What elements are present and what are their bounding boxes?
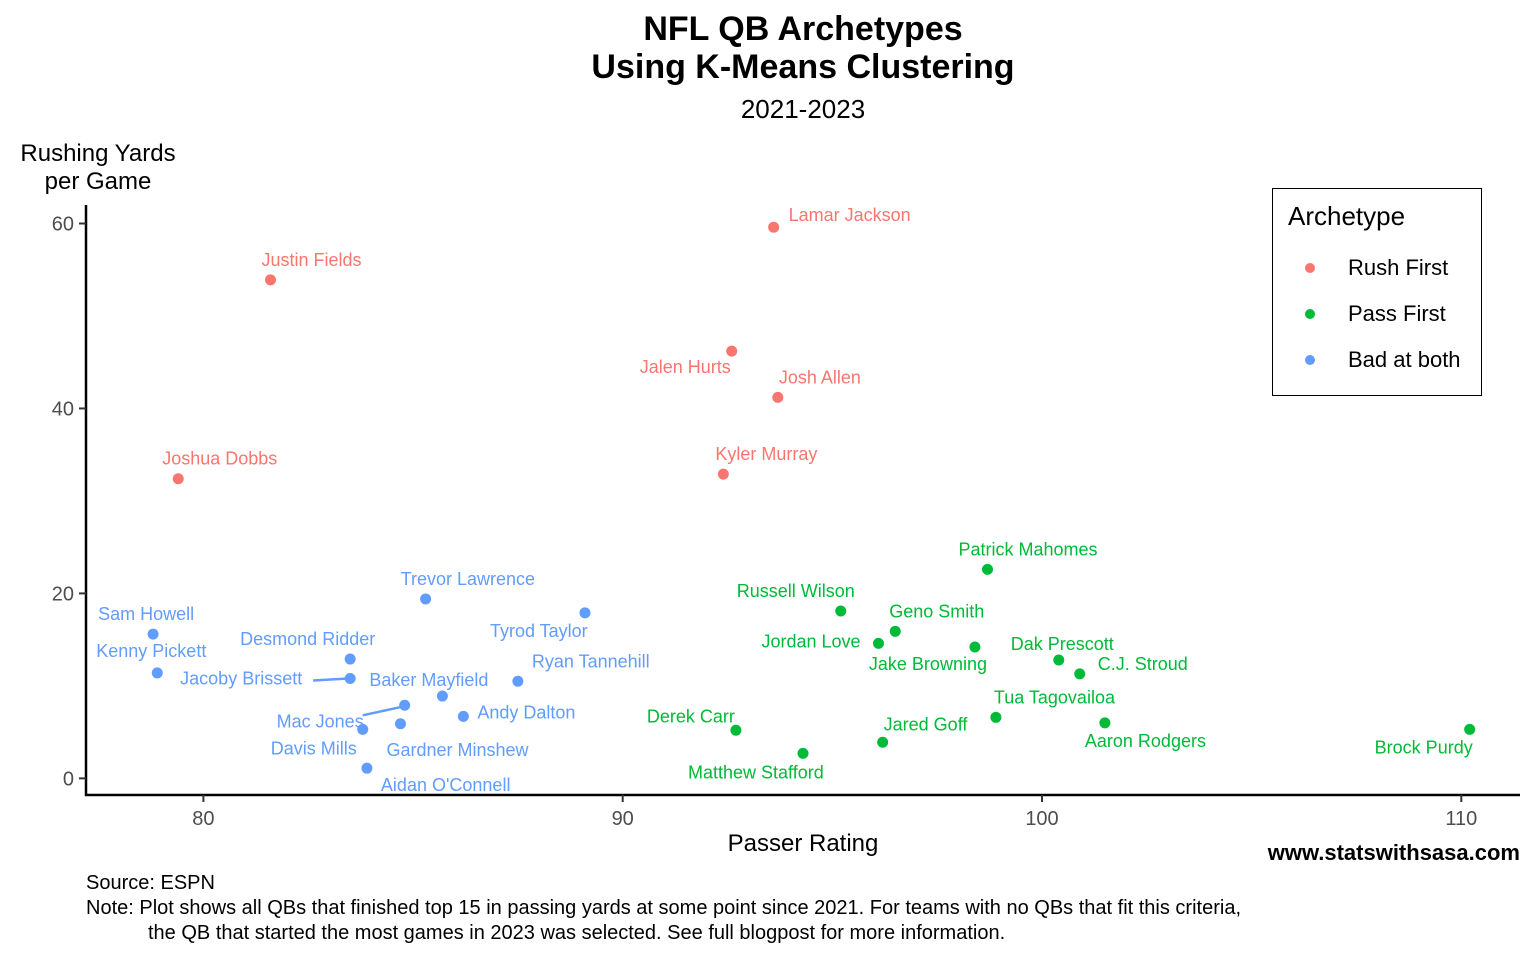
data-point [889,625,901,637]
data-point [344,672,356,684]
data-point [1053,654,1065,666]
data-point [1099,717,1111,729]
data-point-label: Kyler Murray [715,444,817,464]
data-point [172,473,184,485]
legend-label-pass-first: Pass First [1348,301,1446,326]
data-point [357,723,369,735]
website-credit[interactable]: www.statswithsasa.com [1267,840,1520,865]
data-point [1464,723,1476,735]
data-point-label: Aaron Rodgers [1085,731,1206,751]
legend-label-rush-first: Rush First [1348,255,1449,280]
data-point-label: Russell Wilson [737,581,855,601]
data-point-label: Kenny Pickett [96,641,206,661]
data-point-label: Dak Prescott [1011,634,1114,654]
data-point [512,675,524,687]
legend: Archetype Rush First Pass First Bad at b… [1272,188,1482,396]
data-point [394,718,406,730]
data-point-label: Jordan Love [761,631,860,651]
data-point [877,736,889,748]
data-point-label: Matthew Stafford [688,762,824,782]
footnote-line1: Note: Plot shows all QBs that finished t… [86,897,1241,919]
data-point [872,637,884,649]
data-point-label: Josh Allen [779,367,861,387]
data-point-label: Justin Fields [261,250,361,270]
footnote-line2: the QB that started the most games in 20… [148,922,1006,944]
data-point-label: Trevor Lawrence [401,569,535,589]
data-point-label: C.J. Stroud [1098,654,1188,674]
y-tick-label: 20 [52,583,74,605]
data-point-label: Mac Jones [277,711,364,731]
legend-dot-bad-at-both [1305,355,1315,365]
x-tick-label: 80 [192,808,214,830]
data-point [981,563,993,575]
data-point-label: Lamar Jackson [789,205,911,225]
data-point-label: Geno Smith [889,601,984,621]
data-point [264,274,276,286]
legend-dot-pass-first [1305,309,1315,319]
data-point [436,690,448,702]
chart-title: NFL QB Archetypes [643,10,963,48]
data-point [969,641,981,653]
legend-title: Archetype [1288,201,1406,231]
legend-item-pass-first: Pass First [1273,299,1481,329]
data-point-label: Tyrod Taylor [490,621,588,641]
data-point [797,747,809,759]
y-tick-label: 40 [52,398,74,420]
x-axis-label: Passer Rating [727,830,879,857]
data-point [772,391,784,403]
data-point-label: Jared Goff [884,714,969,734]
data-point [361,762,373,774]
data-point [726,345,738,357]
y-axis-label: Rushing Yards [20,140,176,167]
data-point-label: Baker Mayfield [369,670,488,690]
data-point [717,468,729,480]
y-tick-label: 0 [63,768,74,790]
data-point [151,667,163,679]
label-connector-line [362,706,400,717]
legend-item-bad-at-both: Bad at both [1273,345,1481,375]
data-point [399,699,411,711]
y-tick-label: 60 [52,213,74,235]
legend-item-rush-first: Rush First [1273,253,1481,283]
x-tick-label: 90 [612,808,634,830]
data-point [457,710,469,722]
data-point-label: Gardner Minshew [386,740,529,760]
data-point-label: Sam Howell [98,604,194,624]
data-point [420,593,432,605]
data-point [768,221,780,233]
y-axis-label-line2: per Game [44,168,152,195]
data-point-label: Andy Dalton [477,702,575,722]
data-point [835,605,847,617]
data-point-label: Jacoby Brissett [180,668,302,688]
data-point-label: Tua Tagovailoa [994,687,1116,707]
chart-title-line2: Using K-Means Clustering [591,48,1015,86]
legend-label-bad-at-both: Bad at both [1348,347,1461,372]
data-point [579,607,591,619]
x-tick-label: 100 [1025,808,1058,830]
data-point [147,628,159,640]
data-point [730,724,742,736]
legend-dot-rush-first [1305,263,1315,273]
data-point-label: Aidan O'Connell [381,775,511,795]
data-point-label: Jalen Hurts [640,357,731,377]
data-point [344,653,356,665]
data-point [990,711,1002,723]
x-tick-label: 110 [1445,808,1477,830]
data-point-label: Patrick Mahomes [958,539,1097,559]
data-point-label: Jake Browning [869,654,987,674]
source-note: Source: ESPN [86,872,215,894]
label-connector-line [313,677,349,682]
data-point-label: Joshua Dobbs [162,449,277,469]
data-point [1074,668,1086,680]
data-point-label: Ryan Tannehill [532,651,650,671]
data-point-label: Davis Mills [271,738,357,758]
data-point-label: Desmond Ridder [240,629,375,649]
data-point-label: Brock Purdy [1375,737,1473,757]
data-point-label: Derek Carr [647,706,735,726]
chart-subtitle: 2021-2023 [740,94,866,124]
